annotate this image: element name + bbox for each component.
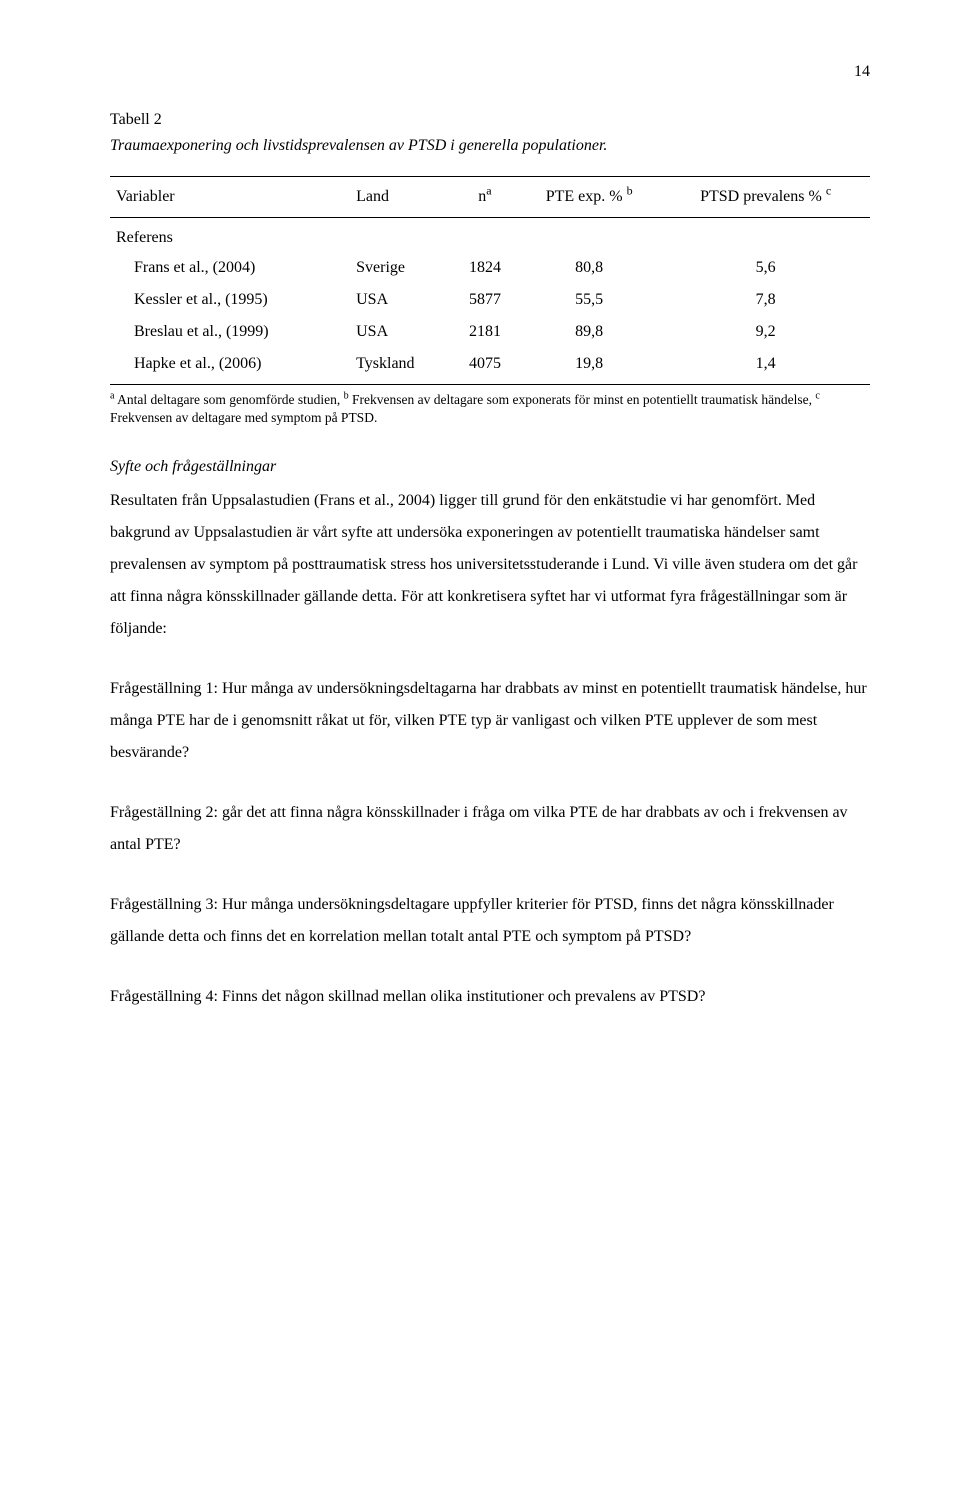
col-header-pte-sup: b bbox=[627, 184, 633, 198]
cell-pte: 89,8 bbox=[517, 316, 661, 348]
cell-ref: Frans et al., (2004) bbox=[110, 252, 350, 284]
table-label: Tabell 2 bbox=[110, 108, 870, 132]
cell-n: 5877 bbox=[453, 284, 517, 316]
col-header-prev: PTSD prevalens % c bbox=[661, 177, 870, 218]
cell-ref: Breslau et al., (1999) bbox=[110, 316, 350, 348]
cell-n: 4075 bbox=[453, 348, 517, 385]
col-header-pte: PTE exp. % b bbox=[517, 177, 661, 218]
page-number: 14 bbox=[110, 60, 870, 84]
col-header-pte-text: PTE exp. % bbox=[546, 188, 623, 205]
table-header-row: Variabler Land na PTE exp. % b PTSD prev… bbox=[110, 177, 870, 218]
cell-prev: 5,6 bbox=[661, 252, 870, 284]
col-header-prev-text: PTSD prevalens % bbox=[700, 188, 822, 205]
data-table: Variabler Land na PTE exp. % b PTSD prev… bbox=[110, 176, 870, 385]
referens-label: Referens bbox=[110, 218, 350, 253]
cell-pte: 55,5 bbox=[517, 284, 661, 316]
cell-land: USA bbox=[350, 316, 453, 348]
footnote-b-text: Frekvensen av deltagare som exponerats f… bbox=[349, 392, 816, 407]
col-header-land: Land bbox=[350, 177, 453, 218]
cell-land: USA bbox=[350, 284, 453, 316]
fragestallning-2: Frågeställning 2: går det att finna någr… bbox=[110, 797, 870, 861]
cell-land: Tyskland bbox=[350, 348, 453, 385]
table-caption: Traumaexponering och livstidsprevalensen… bbox=[110, 134, 870, 158]
col-header-prev-sup: c bbox=[826, 184, 831, 198]
syfte-body: Resultaten från Uppsalastudien (Frans et… bbox=[110, 485, 870, 645]
footnote-c-text: Frekvensen av deltagare med symptom på P… bbox=[110, 410, 377, 425]
table-referens-row: Referens bbox=[110, 218, 870, 253]
col-header-variabler: Variabler bbox=[110, 177, 350, 218]
cell-n: 2181 bbox=[453, 316, 517, 348]
fragestallning-1: Frågeställning 1: Hur många av undersökn… bbox=[110, 673, 870, 769]
table-footnote: a Antal deltagare som genomförde studien… bbox=[110, 391, 870, 427]
table-row: Breslau et al., (1999) USA 2181 89,8 9,2 bbox=[110, 316, 870, 348]
col-header-n-sup: a bbox=[486, 184, 491, 198]
cell-pte: 80,8 bbox=[517, 252, 661, 284]
table-row: Kessler et al., (1995) USA 5877 55,5 7,8 bbox=[110, 284, 870, 316]
cell-land: Sverige bbox=[350, 252, 453, 284]
cell-prev: 1,4 bbox=[661, 348, 870, 385]
fragestallning-4: Frågeställning 4: Finns det någon skilln… bbox=[110, 981, 870, 1013]
cell-prev: 7,8 bbox=[661, 284, 870, 316]
cell-prev: 9,2 bbox=[661, 316, 870, 348]
table-row: Hapke et al., (2006) Tyskland 4075 19,8 … bbox=[110, 348, 870, 385]
footnote-a-text: Antal deltagare som genomförde studien, bbox=[115, 392, 344, 407]
cell-ref: Hapke et al., (2006) bbox=[110, 348, 350, 385]
table-row: Frans et al., (2004) Sverige 1824 80,8 5… bbox=[110, 252, 870, 284]
fragestallning-3: Frågeställning 3: Hur många undersökning… bbox=[110, 889, 870, 953]
syfte-heading: Syfte och frågeställningar bbox=[110, 455, 870, 479]
cell-pte: 19,8 bbox=[517, 348, 661, 385]
col-header-n: na bbox=[453, 177, 517, 218]
footnote-c-sup: c bbox=[815, 391, 820, 402]
cell-ref: Kessler et al., (1995) bbox=[110, 284, 350, 316]
cell-n: 1824 bbox=[453, 252, 517, 284]
